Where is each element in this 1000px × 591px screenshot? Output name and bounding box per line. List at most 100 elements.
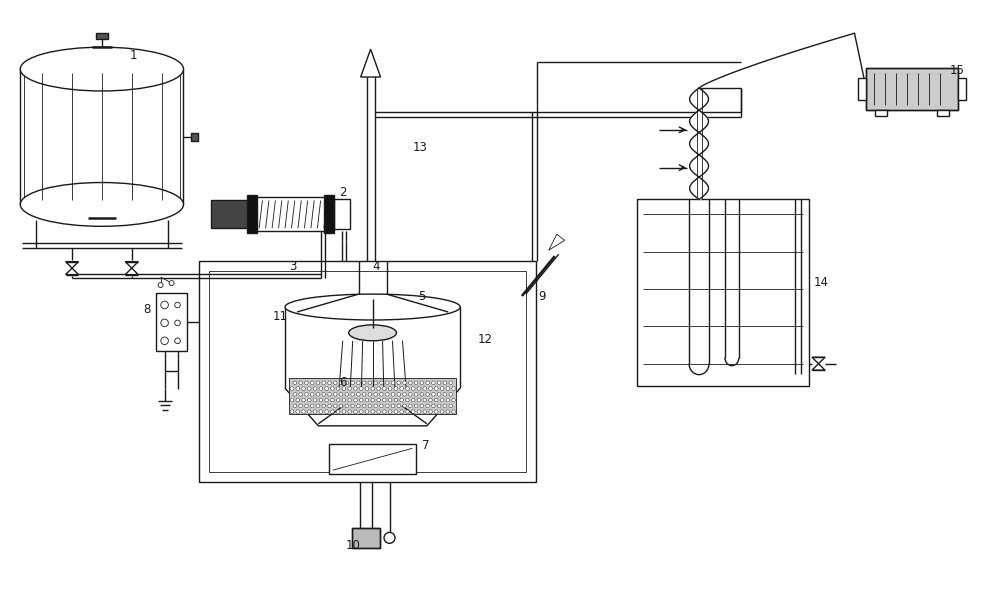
Polygon shape [411, 398, 415, 402]
Polygon shape [336, 410, 340, 413]
Polygon shape [307, 387, 311, 390]
Text: 14: 14 [814, 276, 829, 289]
Polygon shape [394, 410, 398, 413]
Polygon shape [440, 387, 444, 390]
Bar [875, 110, 887, 116]
Bar [96, 33, 108, 39]
Polygon shape [423, 387, 427, 390]
Ellipse shape [285, 294, 460, 320]
Ellipse shape [349, 325, 396, 341]
Polygon shape [319, 398, 323, 402]
Polygon shape [296, 387, 300, 390]
Circle shape [161, 319, 168, 327]
Polygon shape [449, 381, 453, 385]
Text: 7: 7 [422, 439, 430, 452]
Polygon shape [299, 381, 303, 385]
Polygon shape [333, 404, 337, 408]
Bar [324, 196, 334, 233]
Polygon shape [411, 410, 415, 413]
Polygon shape [362, 381, 366, 385]
Circle shape [169, 281, 174, 285]
Polygon shape [382, 398, 386, 402]
Polygon shape [388, 398, 392, 402]
Polygon shape [359, 387, 363, 390]
Polygon shape [446, 410, 450, 413]
Polygon shape [385, 381, 389, 385]
Text: 4: 4 [373, 260, 380, 273]
Polygon shape [423, 410, 427, 413]
Polygon shape [377, 398, 381, 402]
Polygon shape [414, 392, 418, 396]
Polygon shape [293, 381, 297, 385]
Circle shape [175, 338, 180, 343]
Polygon shape [304, 404, 308, 408]
Polygon shape [307, 398, 311, 402]
Polygon shape [408, 392, 412, 396]
Polygon shape [434, 387, 438, 390]
Circle shape [161, 337, 168, 345]
Polygon shape [328, 381, 331, 385]
Polygon shape [296, 398, 300, 402]
Polygon shape [353, 387, 357, 390]
Bar [958, 78, 966, 100]
Polygon shape [379, 404, 383, 408]
Polygon shape [353, 410, 357, 413]
Bar [866, 68, 958, 110]
Polygon shape [322, 404, 326, 408]
Polygon shape [434, 410, 438, 413]
Bar [937, 110, 949, 116]
Text: 2: 2 [339, 186, 346, 199]
Bar [352, 528, 380, 548]
Polygon shape [443, 392, 447, 396]
Polygon shape [316, 392, 320, 396]
Text: 13: 13 [412, 141, 427, 154]
Polygon shape [431, 404, 435, 408]
Polygon shape [322, 381, 326, 385]
Polygon shape [325, 398, 329, 402]
Bar [352, 528, 380, 548]
Polygon shape [302, 387, 306, 390]
Bar [211, 200, 249, 228]
Polygon shape [423, 398, 427, 402]
Polygon shape [351, 381, 355, 385]
Polygon shape [420, 392, 424, 396]
Polygon shape [307, 410, 311, 413]
Polygon shape [319, 387, 323, 390]
Polygon shape [397, 404, 401, 408]
Polygon shape [322, 392, 326, 396]
Polygon shape [391, 381, 395, 385]
Polygon shape [299, 404, 303, 408]
Polygon shape [359, 398, 363, 402]
Polygon shape [394, 387, 398, 390]
Polygon shape [296, 410, 300, 413]
Text: 5: 5 [418, 290, 426, 303]
Polygon shape [388, 387, 392, 390]
Polygon shape [431, 381, 435, 385]
Circle shape [384, 532, 395, 543]
Polygon shape [336, 387, 340, 390]
Polygon shape [382, 410, 386, 413]
Polygon shape [391, 404, 395, 408]
Polygon shape [440, 410, 444, 413]
Ellipse shape [20, 183, 183, 226]
Polygon shape [339, 404, 343, 408]
Bar [637, 199, 809, 385]
Text: 8: 8 [144, 303, 151, 316]
Polygon shape [403, 404, 407, 408]
Polygon shape [313, 410, 317, 413]
Polygon shape [403, 381, 407, 385]
Polygon shape [125, 262, 138, 268]
Polygon shape [429, 398, 433, 402]
Polygon shape [330, 387, 334, 390]
Polygon shape [405, 387, 409, 390]
Polygon shape [408, 404, 412, 408]
Text: 15: 15 [950, 64, 965, 77]
Polygon shape [304, 392, 308, 396]
Polygon shape [377, 410, 381, 413]
Polygon shape [812, 363, 825, 370]
Polygon shape [336, 398, 340, 402]
Bar [156, 293, 187, 350]
Polygon shape [374, 381, 378, 385]
Polygon shape [449, 404, 453, 408]
Polygon shape [446, 398, 450, 402]
